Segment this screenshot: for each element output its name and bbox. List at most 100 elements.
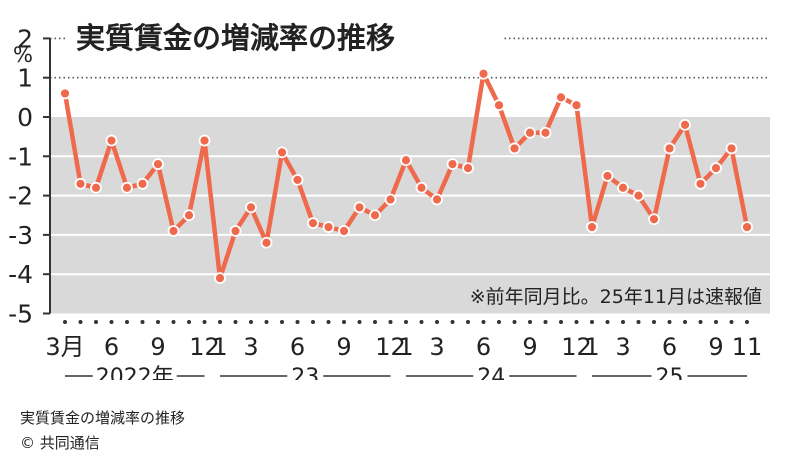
x-tick-label: 9 — [336, 333, 351, 361]
x-axis: 3月 6 9 121 3 6 9 121 3 6 9 121 3 6 9 11 — [45, 320, 762, 361]
year-labels: 2022年 23 24 25 — [65, 364, 747, 380]
data-point — [462, 162, 474, 174]
year-label-background — [651, 364, 688, 380]
data-point — [539, 126, 552, 139]
data-point — [322, 221, 335, 233]
x-tick-label: 1 — [212, 333, 227, 361]
x-tick-label: 6 — [476, 333, 491, 361]
year-label: 25 — [656, 365, 684, 380]
data-point — [105, 134, 118, 147]
title-background — [66, 14, 504, 56]
data-point — [586, 221, 598, 233]
x-tick-label: 3 — [429, 333, 444, 361]
data-point — [291, 173, 304, 186]
data-point — [74, 177, 87, 190]
x-month-dot — [497, 320, 501, 324]
data-point — [136, 177, 149, 190]
x-month-dot — [652, 320, 656, 324]
x-month-dot — [249, 320, 253, 324]
data-point — [555, 91, 567, 104]
x-month-dot — [481, 320, 486, 324]
data-point — [601, 170, 614, 182]
data-point — [307, 217, 319, 230]
data-point — [493, 99, 505, 112]
data-point — [152, 158, 164, 171]
data-point — [384, 193, 397, 206]
x-month-dot — [280, 320, 284, 324]
x-month-dot — [171, 320, 176, 324]
data-point — [198, 134, 211, 147]
x-tick-label: 3 — [243, 333, 258, 361]
x-month-dot — [326, 320, 331, 324]
y-tick-label: -2 — [8, 182, 33, 211]
x-month-dot — [311, 320, 315, 324]
data-point — [400, 154, 412, 167]
x-tick-label: 3月 — [45, 333, 84, 361]
x-month-dot — [698, 320, 703, 324]
chart-note: ※前年同月比。25年11月は速報値 — [470, 286, 762, 308]
x-month-dot — [512, 320, 517, 324]
data-point — [477, 67, 490, 80]
data-point — [617, 181, 629, 194]
x-tick-label: 1 — [398, 333, 413, 361]
data-point — [741, 221, 753, 233]
x-tick-label: 1 — [584, 333, 599, 361]
data-point — [431, 193, 443, 206]
data-point — [524, 126, 536, 139]
x-month-dot — [435, 320, 439, 324]
chart-title-group: 実質賃金の増減率の推移 — [66, 14, 504, 56]
x-month-dot — [590, 320, 594, 324]
x-tick-label: 12 — [189, 333, 220, 361]
x-month-dot — [125, 320, 129, 324]
data-point — [167, 225, 180, 237]
x-month-dot — [419, 320, 424, 324]
y-tick-label: -3 — [8, 221, 33, 250]
x-month-dot — [373, 320, 377, 324]
x-tick-label: 12 — [375, 333, 406, 361]
x-month-dot — [202, 320, 207, 324]
x-month-dot — [342, 320, 346, 324]
x-tick-label: 12 — [561, 333, 592, 361]
data-point — [229, 225, 242, 237]
x-month-dot — [559, 320, 563, 324]
x-month-dot — [94, 320, 98, 324]
data-point — [710, 162, 722, 174]
x-month-dot — [714, 320, 718, 324]
data-point — [260, 236, 273, 249]
x-tick-label: 11 — [732, 333, 763, 361]
data-point — [694, 177, 707, 190]
negative-band-layer — [50, 117, 770, 314]
data-point — [183, 209, 195, 222]
chart-title: 実質賃金の増減率の推移 — [76, 21, 395, 55]
year-label: 23 — [291, 365, 319, 380]
data-point — [90, 181, 102, 194]
y-tick-label: -4 — [8, 260, 33, 289]
data-point — [353, 201, 366, 214]
x-month-dot — [357, 320, 362, 324]
data-point — [369, 209, 381, 222]
x-month-dot — [187, 320, 191, 324]
y-axis: 2 1 0 -1 -2 -3 -4 -5% — [8, 24, 51, 329]
data-point — [663, 142, 676, 155]
x-month-dot — [404, 320, 408, 324]
x-month-dot — [218, 320, 222, 324]
data-point — [679, 118, 691, 131]
x-month-dot — [63, 320, 67, 324]
x-month-dot — [621, 320, 625, 324]
x-month-dot — [264, 320, 269, 324]
negative-band — [50, 117, 770, 314]
x-month-dot — [140, 320, 145, 324]
data-point — [338, 225, 350, 237]
x-month-dot — [745, 320, 749, 324]
x-month-dot — [466, 320, 470, 324]
data-point — [725, 142, 738, 155]
x-month-dot — [605, 320, 610, 324]
year-label-background — [92, 364, 177, 380]
data-point — [446, 158, 459, 171]
x-month-dot — [528, 320, 532, 324]
x-tick-label: 9 — [150, 333, 165, 361]
data-point — [632, 189, 645, 202]
data-point — [121, 181, 133, 194]
year-label: 2022年 — [96, 365, 174, 380]
